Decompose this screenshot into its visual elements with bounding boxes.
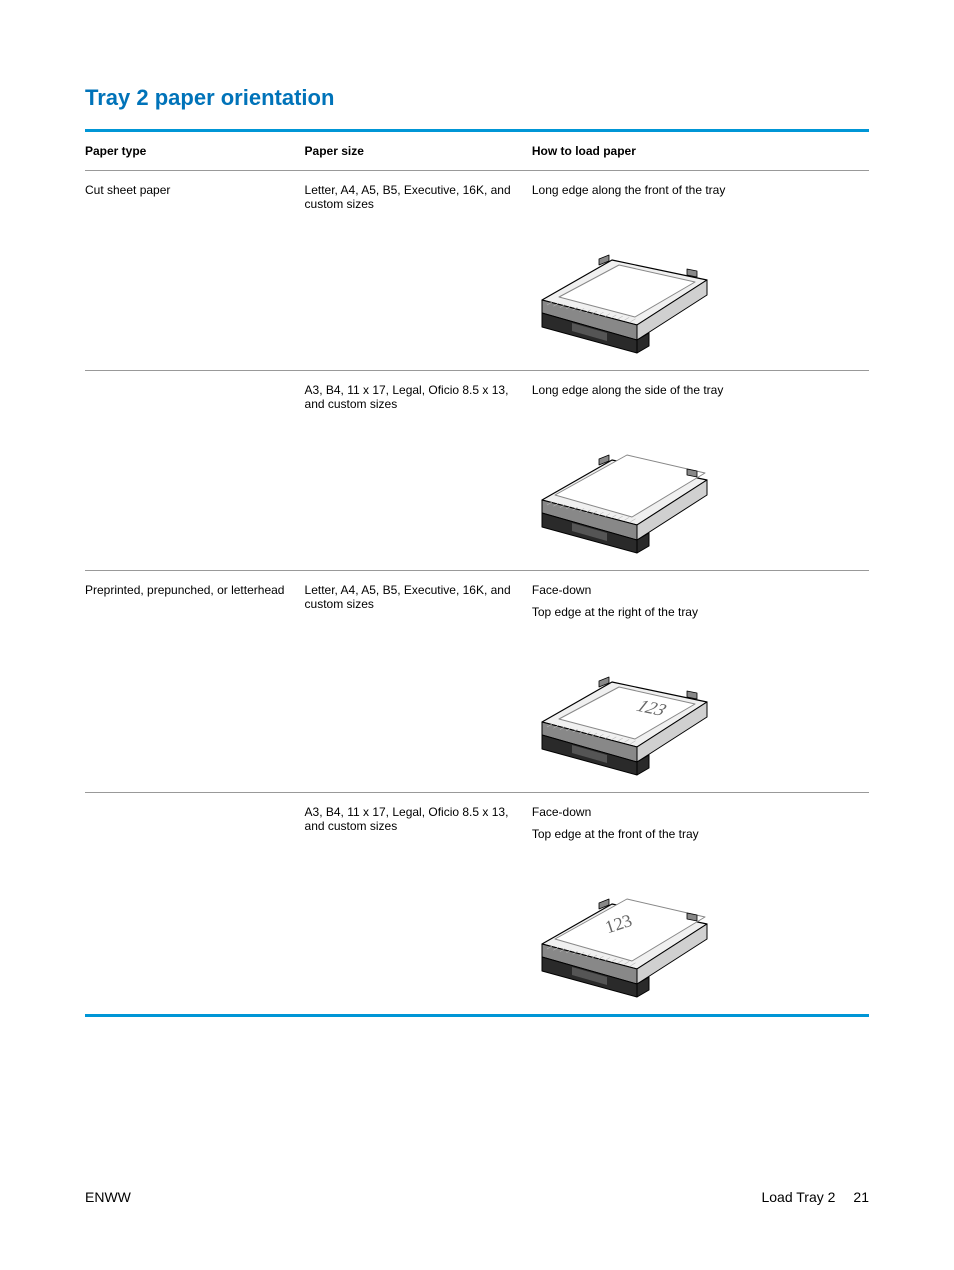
table-row: A3, B4, 11 x 17, Legal, Oficio 8.5 x 13,… <box>85 793 869 1015</box>
load-instruction-text: Long edge along the front of the tray <box>532 183 865 197</box>
tray-illustration-icon: 123 <box>537 647 712 777</box>
cell-how-to-load: Long edge along the side of the tray <box>532 371 869 571</box>
cell-how-to-load: Face-down Top edge at the front of the tr… <box>532 793 869 1015</box>
load-instruction-text: Face-down <box>532 805 865 819</box>
footer-section-label: Load Tray 2 <box>761 1189 835 1205</box>
tray-illustration-icon <box>537 225 712 355</box>
tray-illustration-icon <box>537 425 712 555</box>
cell-paper-type <box>85 371 305 571</box>
section-title: Tray 2 paper orientation <box>85 85 869 111</box>
load-instruction-text: Face-down <box>532 583 865 597</box>
cell-how-to-load: Long edge along the front of the tray <box>532 171 869 371</box>
table-header-row: Paper type Paper size How to load paper <box>85 132 869 171</box>
cell-paper-size: A3, B4, 11 x 17, Legal, Oficio 8.5 x 13,… <box>305 793 532 1015</box>
cell-how-to-load: Face-down Top edge at the right of the tr… <box>532 571 869 793</box>
table-row: A3, B4, 11 x 17, Legal, Oficio 8.5 x 13,… <box>85 371 869 571</box>
load-instruction-text: Long edge along the side of the tray <box>532 383 865 397</box>
cell-paper-size: Letter, A4, A5, B5, Executive, 16K, and … <box>305 171 532 371</box>
table-bottom-rule <box>85 1014 869 1017</box>
tray-illustration-icon: 123 <box>537 869 712 999</box>
cell-paper-size: A3, B4, 11 x 17, Legal, Oficio 8.5 x 13,… <box>305 371 532 571</box>
table-row: Preprinted, prepunched, or letterheadLet… <box>85 571 869 793</box>
header-paper-size: Paper size <box>305 132 532 171</box>
footer-right: Load Tray 2 21 <box>761 1189 869 1205</box>
orientation-table: Paper type Paper size How to load paper … <box>85 132 869 1014</box>
cell-paper-size: Letter, A4, A5, B5, Executive, 16K, and … <box>305 571 532 793</box>
footer-left: ENWW <box>85 1189 131 1205</box>
load-instruction-text: Top edge at the right of the tray <box>532 605 865 619</box>
cell-paper-type: Preprinted, prepunched, or letterhead <box>85 571 305 793</box>
cell-paper-type: Cut sheet paper <box>85 171 305 371</box>
footer-page-number: 21 <box>853 1189 869 1205</box>
cell-paper-type <box>85 793 305 1015</box>
header-how-to-load: How to load paper <box>532 132 869 171</box>
load-instruction-text: Top edge at the front of the tray <box>532 827 865 841</box>
header-paper-type: Paper type <box>85 132 305 171</box>
table-row: Cut sheet paperLetter, A4, A5, B5, Execu… <box>85 171 869 371</box>
page-footer: ENWW Load Tray 2 21 <box>85 1189 869 1205</box>
